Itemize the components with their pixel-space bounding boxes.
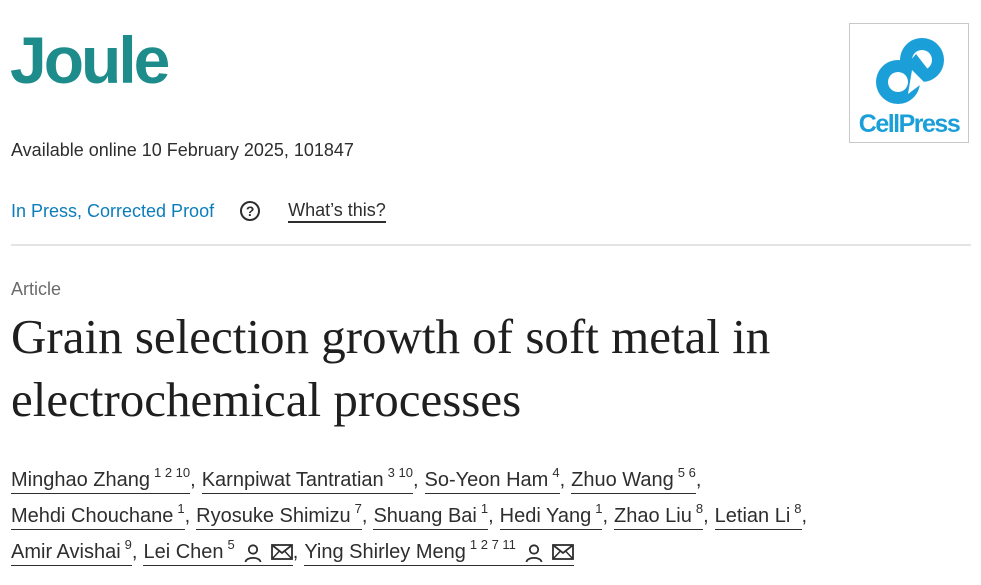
author-name: Karnpiwat Tantratian [201,469,384,491]
author-line: Amir Avishai 9, Lei Chen 5 , Ying Shirley … [11,530,976,566]
author-name: So-Yeon Ham [424,469,549,491]
author-name: Letian Li [714,505,791,527]
separator: , [695,469,702,491]
in-press-link[interactable]: In Press, Corrected Proof [11,200,215,221]
separator: , [801,505,808,527]
publisher-name: CellPress [858,110,961,138]
author-name: Shuang Bai [373,505,477,527]
author-link[interactable]: Karnpiwat Tantratian 3 10 [201,465,413,494]
author-link[interactable]: Ryosuke Shimizu 7 [196,501,362,530]
author-link[interactable]: Zhao Liu 8 [614,501,704,530]
separator: , [361,505,368,527]
author-line: Mehdi Chouchane 1, Ryosuke Shimizu 7, Shua… [11,494,976,530]
author-link[interactable]: Minghao Zhang 1 2 10 [11,465,191,494]
author-name: Mehdi Chouchane [11,505,174,527]
status-row: In Press, Corrected Proof ? What’s this? [11,197,386,225]
person-icon[interactable] [243,543,263,563]
author-name: Lei Chen [143,541,224,563]
author-affiliation: 1 [595,501,603,516]
author-link[interactable]: Hedi Yang 1 [499,501,603,530]
author-affiliation: 1 [480,501,489,516]
author-affiliation: 7 [354,501,362,516]
author-link[interactable]: Letian Li 8 [714,501,802,530]
whats-this-link[interactable]: What’s this? [288,199,386,223]
separator: , [131,541,138,563]
envelope-icon[interactable] [270,543,293,561]
author-affiliation: 4 [552,465,560,480]
author-affiliation: 1 2 7 11 [469,537,516,552]
author-affiliation: 5 6 [677,465,696,480]
author-link[interactable]: Lei Chen 5 [143,537,293,566]
author-affiliation: 1 2 10 [153,465,191,480]
author-name: Minghao Zhang [11,469,150,491]
separator: , [602,505,609,527]
separator: , [184,505,191,527]
cellpress-logo-icon [876,38,944,104]
author-affiliation: 8 [794,501,802,516]
separator: , [703,505,709,527]
journal-title[interactable]: Joule [10,23,170,97]
author-line: Minghao Zhang 1 2 10, Karnpiwat Tantratia… [11,458,976,494]
author-affiliation: 5 [227,537,235,552]
availability-text: Available online 10 February 2025, 10184… [11,140,354,160]
author-name: Amir Avishai [11,541,121,563]
author-list: Minghao Zhang 1 2 10, Karnpiwat Tantratia… [11,458,976,566]
separator: , [559,469,566,491]
divider [11,244,971,246]
author-link[interactable]: Zhuo Wang 5 6 [571,465,696,494]
separator: , [488,505,494,527]
author-affiliation: 9 [124,537,132,552]
author-affiliation: 1 [177,501,185,516]
author-name: Ryosuke Shimizu [196,505,351,527]
author-link[interactable]: Shuang Bai 1 [373,501,489,530]
author-link[interactable]: Mehdi Chouchane 1 [11,501,185,530]
person-icon[interactable] [524,543,544,563]
publisher-logo[interactable]: CellPress [849,23,969,143]
author-name: Ying Shirley Meng [304,541,466,563]
envelope-icon[interactable] [552,543,574,561]
author-affiliation: 3 10 [387,465,413,480]
article-title: Grain selection growth of soft metal in … [11,309,771,427]
help-icon[interactable]: ? [240,201,261,221]
separator: , [292,541,299,563]
author-link[interactable]: Ying Shirley Meng 1 2 7 11 [304,537,574,566]
separator: , [412,469,419,491]
article-type: Article [11,279,62,299]
author-affiliation: 8 [695,501,704,516]
author-link[interactable]: So-Yeon Ham 4 [424,465,560,494]
separator: , [190,469,196,491]
author-name: Hedi Yang [499,505,592,527]
author-link[interactable]: Amir Avishai 9 [11,537,132,566]
author-name: Zhuo Wang [571,469,674,491]
author-name: Zhao Liu [614,505,692,527]
